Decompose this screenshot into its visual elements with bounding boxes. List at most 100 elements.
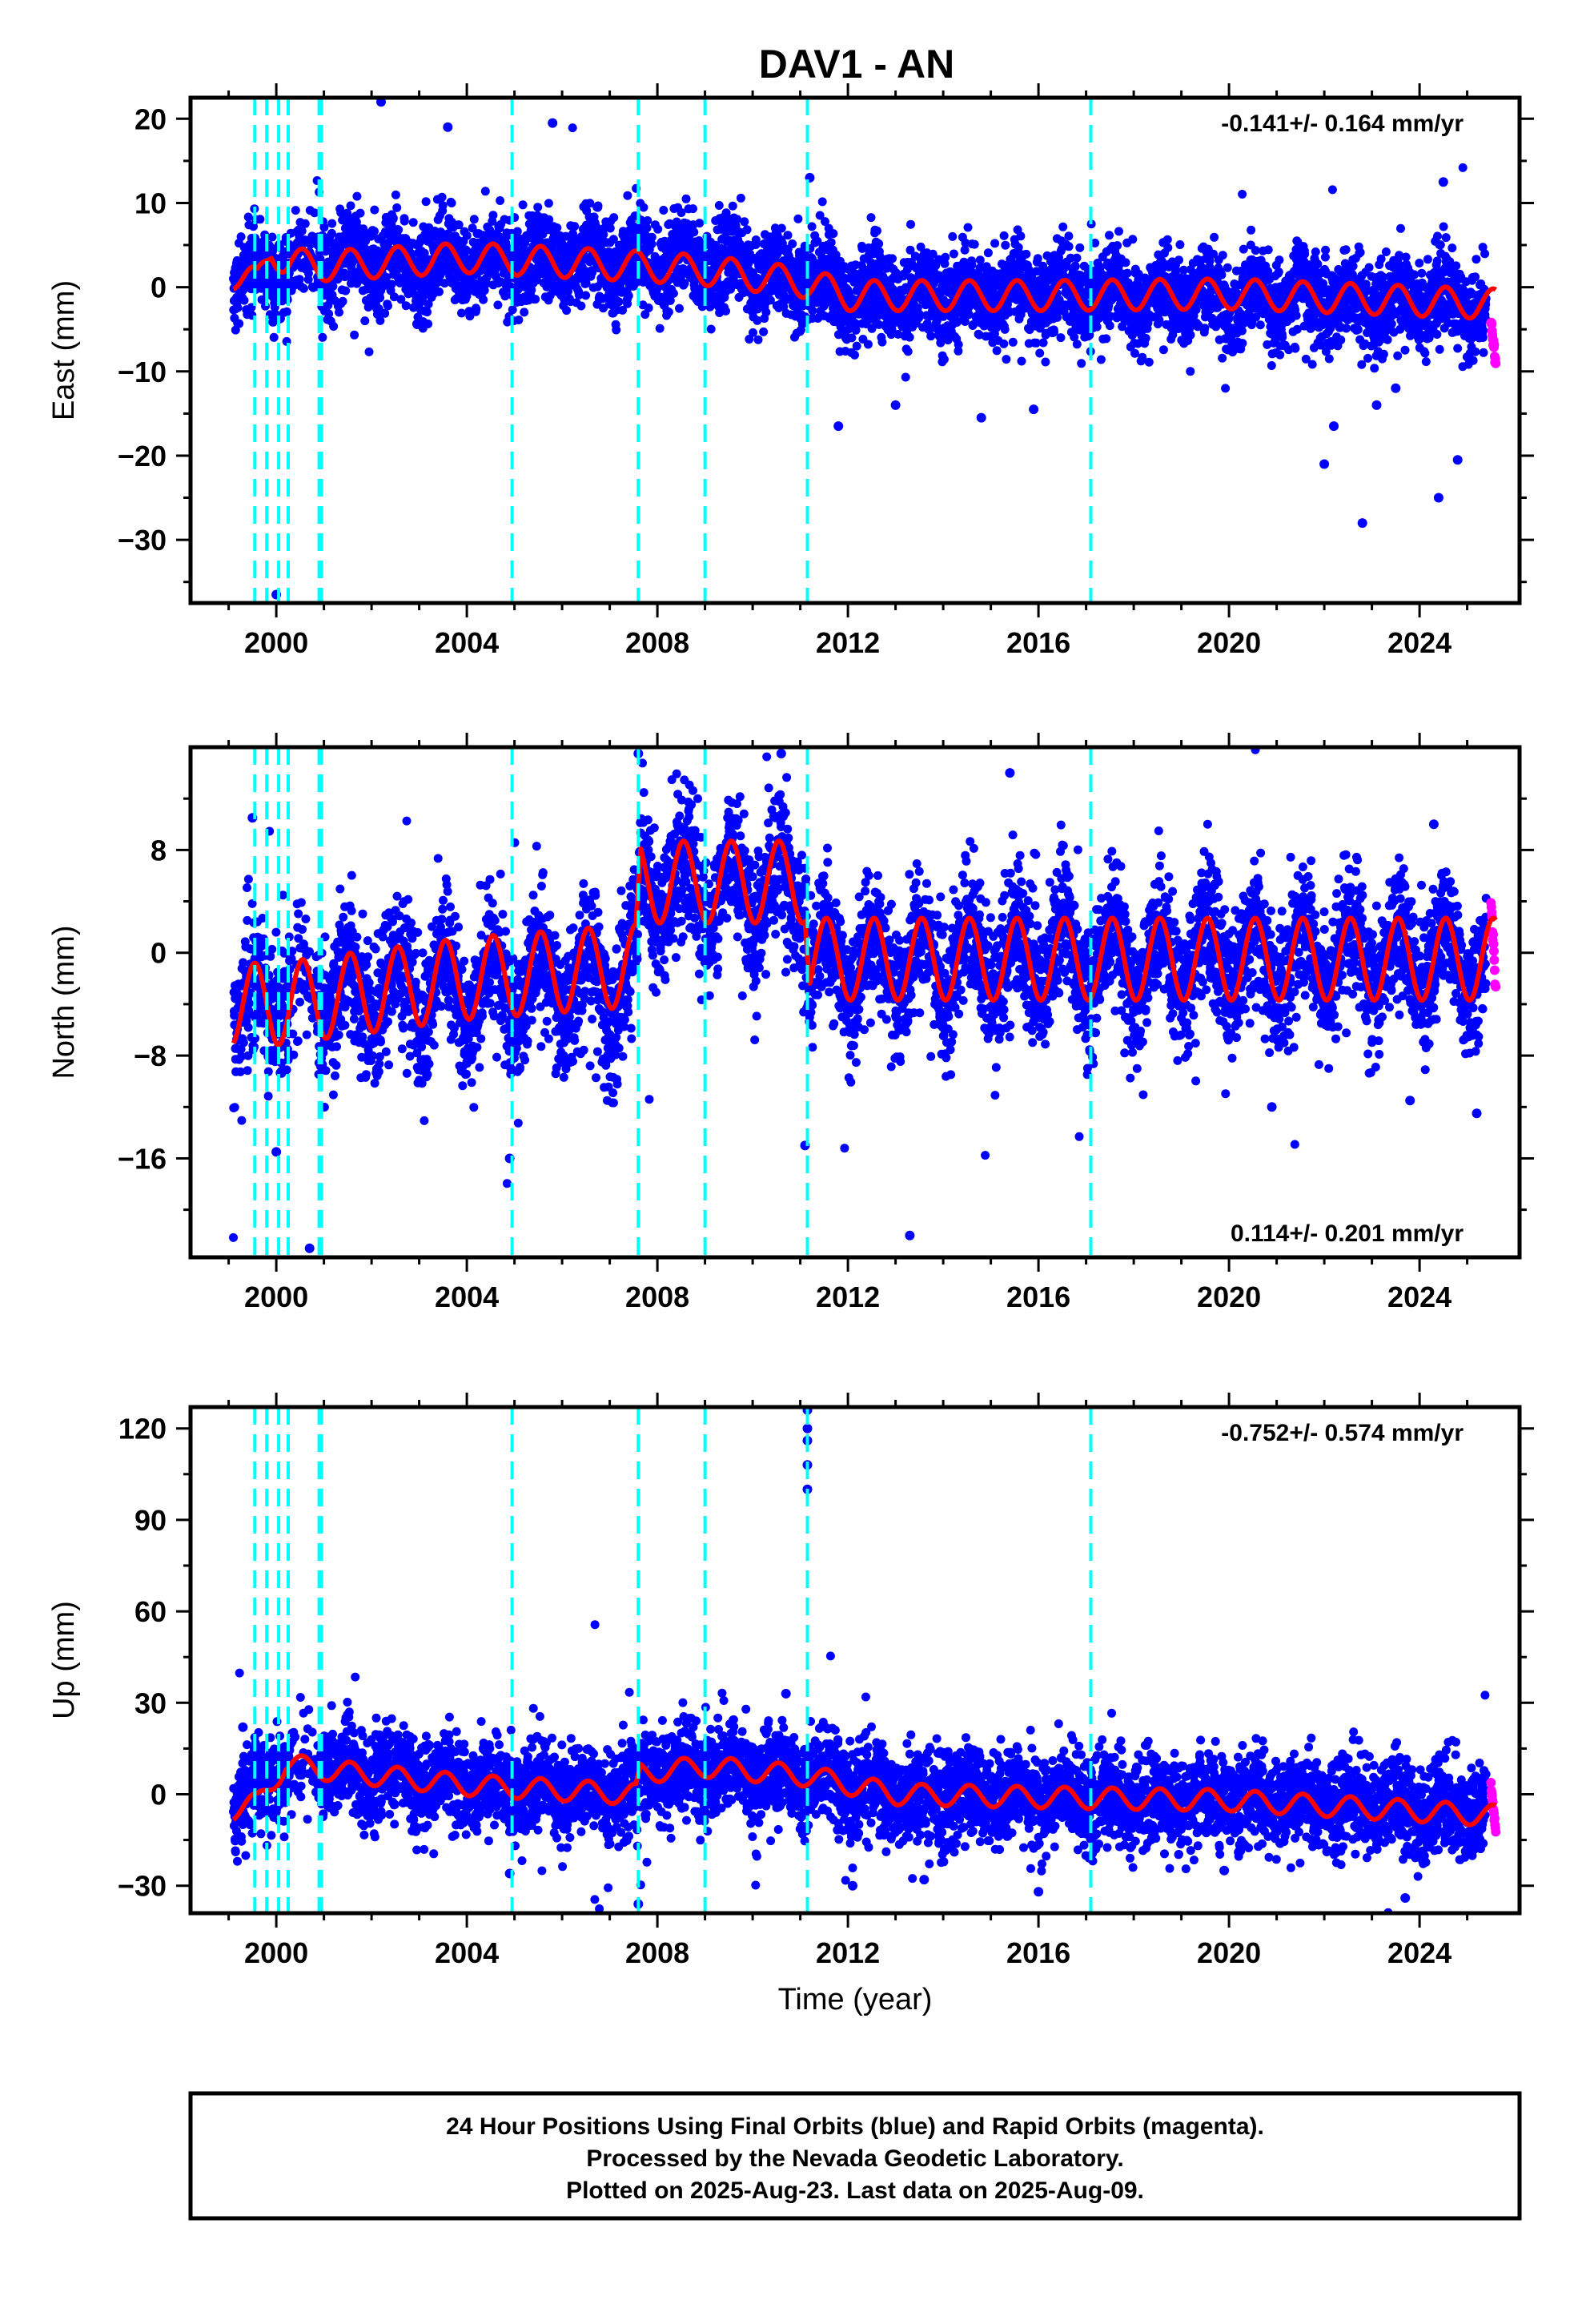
final-orbit-point bbox=[992, 346, 1002, 356]
final-orbit-point bbox=[783, 231, 793, 240]
final-orbit-point bbox=[1218, 353, 1227, 363]
final-orbit-point bbox=[327, 219, 337, 228]
final-orbit-point bbox=[1123, 278, 1133, 287]
final-orbit-point bbox=[1022, 249, 1031, 259]
final-orbit-point bbox=[421, 197, 431, 207]
final-orbit-point bbox=[424, 320, 433, 328]
final-orbit-point bbox=[374, 304, 383, 314]
final-orbit-point bbox=[392, 203, 402, 212]
final-orbit-point bbox=[462, 231, 472, 240]
final-orbit-point bbox=[318, 332, 327, 342]
final-orbit-point bbox=[753, 335, 763, 344]
final-orbit-point bbox=[257, 295, 267, 304]
final-orbit-point bbox=[295, 275, 304, 284]
final-orbit-point bbox=[363, 303, 373, 312]
final-orbit-point bbox=[387, 279, 396, 289]
final-orbit-point bbox=[401, 301, 411, 311]
final-orbit-point bbox=[370, 205, 379, 215]
final-orbit-point bbox=[1263, 245, 1273, 255]
final-orbit-point bbox=[1175, 240, 1185, 249]
final-orbit-point bbox=[1102, 334, 1111, 344]
final-orbit-point bbox=[291, 206, 300, 215]
final-orbit-point bbox=[999, 231, 1009, 240]
final-orbit-point bbox=[570, 222, 580, 231]
final-orbit-point bbox=[906, 219, 915, 229]
final-orbit-point bbox=[975, 255, 985, 265]
final-orbit-point bbox=[544, 199, 553, 208]
final-orbit-point bbox=[664, 308, 673, 317]
final-orbit-point bbox=[1033, 254, 1042, 263]
final-orbit-point bbox=[394, 225, 404, 235]
final-orbit-point bbox=[1210, 232, 1219, 242]
final-orbit-point bbox=[659, 206, 669, 215]
final-orbit-point bbox=[1070, 262, 1080, 271]
final-orbit-point bbox=[1267, 361, 1276, 370]
final-orbit-point bbox=[1001, 240, 1010, 250]
final-orbit-point bbox=[1008, 337, 1018, 347]
final-orbit-point bbox=[508, 305, 517, 315]
final-orbit-point bbox=[267, 232, 277, 242]
final-orbit-point bbox=[1311, 247, 1320, 256]
final-orbit-point bbox=[1072, 340, 1082, 349]
final-orbit-point bbox=[1274, 267, 1283, 277]
final-orbit-point bbox=[695, 219, 705, 228]
final-orbit-point bbox=[424, 300, 433, 309]
final-orbit-point bbox=[1002, 355, 1011, 364]
final-orbit-point bbox=[562, 306, 572, 316]
final-orbit-point bbox=[1324, 354, 1334, 364]
final-orbit-point bbox=[877, 337, 887, 347]
final-orbit-point bbox=[300, 219, 310, 228]
final-orbit-point bbox=[623, 299, 632, 308]
final-orbit-point bbox=[1096, 355, 1106, 364]
final-orbit-point bbox=[355, 208, 365, 218]
final-orbit-point bbox=[623, 191, 632, 200]
figure-title: DAV1 - AN bbox=[759, 42, 954, 86]
final-orbit-point bbox=[581, 291, 591, 300]
final-orbit-point bbox=[905, 332, 914, 342]
final-orbit-point bbox=[808, 306, 817, 316]
final-orbit-point bbox=[1017, 356, 1026, 366]
final-orbit-point bbox=[1275, 350, 1285, 360]
final-orbit-point bbox=[903, 347, 913, 356]
final-orbit-point bbox=[1186, 367, 1195, 376]
final-orbit-point bbox=[382, 272, 391, 282]
final-orbit-point bbox=[1238, 339, 1247, 348]
final-orbit-point bbox=[829, 229, 838, 239]
final-orbit-point bbox=[954, 340, 963, 349]
final-orbit-point bbox=[299, 283, 308, 293]
final-orbit-point bbox=[681, 194, 691, 203]
final-orbit-point bbox=[447, 199, 456, 207]
final-orbit-point bbox=[1263, 267, 1273, 276]
final-orbit-point bbox=[1221, 384, 1231, 393]
final-orbit-point bbox=[255, 215, 265, 224]
final-orbit-point bbox=[1105, 231, 1114, 240]
final-orbit-point bbox=[324, 309, 334, 319]
final-orbit-point bbox=[1238, 190, 1247, 199]
final-orbit-point bbox=[303, 268, 313, 278]
final-orbit-point bbox=[1162, 235, 1172, 244]
final-orbit-point bbox=[341, 286, 351, 296]
final-orbit-point bbox=[282, 307, 291, 316]
final-orbit-point bbox=[236, 232, 246, 242]
final-orbit-point bbox=[297, 227, 307, 235]
final-orbit-point bbox=[714, 201, 724, 210]
final-orbit-point bbox=[614, 297, 624, 307]
final-orbit-point bbox=[1278, 332, 1287, 342]
final-orbit-point bbox=[888, 254, 897, 263]
final-orbit-point bbox=[310, 208, 319, 218]
final-orbit-point bbox=[1105, 321, 1114, 331]
final-orbit-point bbox=[761, 308, 771, 317]
final-orbit-point bbox=[479, 295, 488, 304]
final-orbit-point bbox=[375, 293, 385, 303]
final-orbit-point bbox=[669, 288, 678, 298]
final-orbit-point bbox=[1072, 253, 1082, 263]
final-orbit-point bbox=[675, 304, 684, 313]
final-orbit-point bbox=[1255, 320, 1265, 330]
final-orbit-point bbox=[866, 213, 876, 223]
final-orbit-point bbox=[389, 292, 399, 302]
final-orbit-point bbox=[1141, 333, 1150, 343]
final-orbit-point bbox=[400, 216, 409, 226]
final-orbit-point bbox=[533, 203, 543, 212]
final-orbit-point bbox=[999, 339, 1009, 348]
